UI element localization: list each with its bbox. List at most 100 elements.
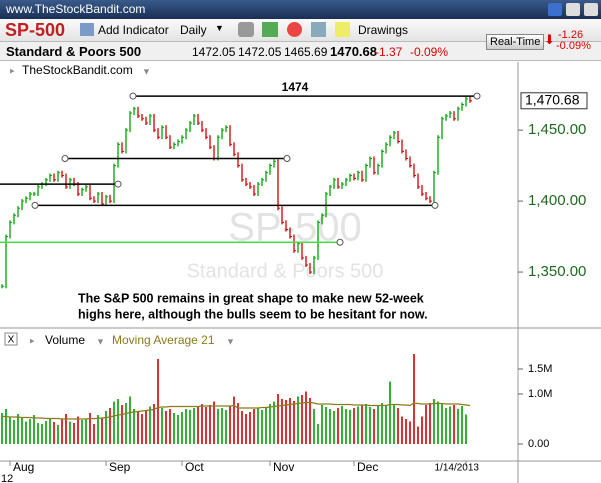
volume-bar: [157, 359, 159, 444]
y-tick-label: 1,450.00: [528, 121, 586, 138]
volume-bar: [305, 391, 307, 444]
volume-bar: [1, 413, 3, 444]
volume-bar: [273, 401, 275, 444]
volume-bar: [413, 354, 415, 444]
volume-bar: [405, 419, 407, 444]
period[interactable]: Daily: [180, 23, 207, 37]
volume-bar: [441, 404, 443, 444]
volume-bar: [101, 418, 103, 444]
volume-bar: [257, 408, 259, 444]
volume-bar: [205, 407, 207, 444]
volume-bar: [77, 416, 79, 444]
volume-bar: [269, 404, 271, 444]
icon[interactable]: [548, 3, 562, 16]
icon[interactable]: [311, 22, 326, 37]
volume-bar: [429, 403, 431, 444]
add-indicator[interactable]: Add Indicator: [98, 23, 169, 37]
realtime-button[interactable]: Real-Time: [486, 34, 545, 50]
icon[interactable]: [80, 23, 94, 36]
open: 1472.05: [192, 45, 236, 59]
level-handle: [473, 92, 481, 100]
dropdown[interactable]: ▼: [96, 336, 105, 346]
volume-bar: [349, 410, 351, 444]
volume-bar: [321, 405, 323, 444]
symbol[interactable]: SP-500: [5, 20, 66, 40]
close-label[interactable]: X: [8, 335, 15, 346]
level-handle: [114, 180, 122, 188]
volume-bar: [73, 423, 75, 444]
volume-bar: [173, 413, 175, 444]
close-button[interactable]: [4, 332, 18, 346]
volume-bar: [145, 410, 147, 444]
volume-bar: [281, 399, 283, 444]
volume-bar: [129, 396, 131, 444]
icon[interactable]: [238, 22, 254, 37]
volume-bar: [409, 421, 411, 444]
icon[interactable]: [335, 22, 350, 37]
level-handle: [431, 201, 439, 209]
x-tick-label: Sep: [109, 460, 131, 474]
drawings[interactable]: Drawings: [358, 23, 409, 37]
volume-bar: [53, 422, 55, 444]
volume-bar: [337, 408, 339, 444]
level-handle: [129, 92, 137, 100]
volume-bar: [97, 415, 99, 444]
volume-bar: [365, 404, 367, 444]
icon[interactable]: [584, 3, 598, 16]
volume-bar: [125, 403, 127, 444]
toolbar: SP-500 Add Indicator Daily ▼ Drawings: [0, 19, 601, 42]
dropdown[interactable]: ▼: [142, 66, 151, 76]
panel-arrow[interactable]: ▸: [30, 335, 35, 345]
volume-bar: [433, 399, 435, 444]
year-label: 12: [1, 473, 13, 483]
volume-bar: [113, 401, 115, 444]
volume-bar: [373, 409, 375, 444]
volume-bar: [465, 414, 467, 444]
volume-bar: [153, 404, 155, 444]
volume-bar: [217, 409, 219, 444]
quote-bar: Standard & Poors 500 1472.05 1472.05 146…: [0, 29, 601, 61]
volume-bar: [265, 407, 267, 444]
y-tick-label: 0.00: [528, 438, 549, 450]
volume-bar: [197, 406, 199, 444]
icon[interactable]: [262, 22, 278, 37]
dropdown[interactable]: ▼: [215, 23, 224, 33]
volume-bar: [105, 411, 107, 444]
panel-arrow[interactable]: ▸: [10, 65, 15, 75]
level-handle: [283, 155, 291, 163]
volume-bar: [185, 409, 187, 444]
volume-bar: [109, 408, 111, 444]
volume-bar: [29, 419, 31, 444]
volume-label: Volume: [45, 333, 85, 347]
volume-bar: [333, 411, 335, 444]
volume-bar: [117, 399, 119, 444]
icon[interactable]: [566, 3, 580, 16]
annotation: The S&P 500 remains in great shape to ma…: [78, 291, 424, 305]
volume-bar: [201, 404, 203, 444]
volume-bar: [285, 400, 287, 444]
volume-bar: [213, 401, 215, 444]
volume-bar: [25, 421, 27, 444]
level-handle: [31, 201, 39, 209]
level-handle: [61, 155, 69, 163]
rt-change-pct: -0.09%: [556, 40, 591, 52]
volume-bar: [457, 409, 459, 444]
volume-bar: [57, 425, 59, 444]
instrument-name: Standard & Poors 500: [6, 44, 142, 59]
volume-bar: [249, 412, 251, 444]
volume-bar: [289, 398, 291, 444]
y-tick-label: 1.5M: [528, 363, 552, 375]
level-handle: [336, 238, 344, 246]
last-price-box: [520, 92, 588, 110]
icon[interactable]: [287, 22, 302, 37]
volume-bar: [309, 398, 311, 444]
volume-bar: [377, 406, 379, 444]
volume-bar: [149, 406, 151, 444]
panel-label: TheStockBandit.com: [22, 63, 133, 77]
site: www.TheStockBandit.com: [6, 2, 146, 16]
volume-bar: [445, 408, 447, 444]
volume-bar: [449, 406, 451, 444]
volume-bar: [5, 409, 7, 444]
dropdown[interactable]: ▼: [226, 336, 235, 346]
